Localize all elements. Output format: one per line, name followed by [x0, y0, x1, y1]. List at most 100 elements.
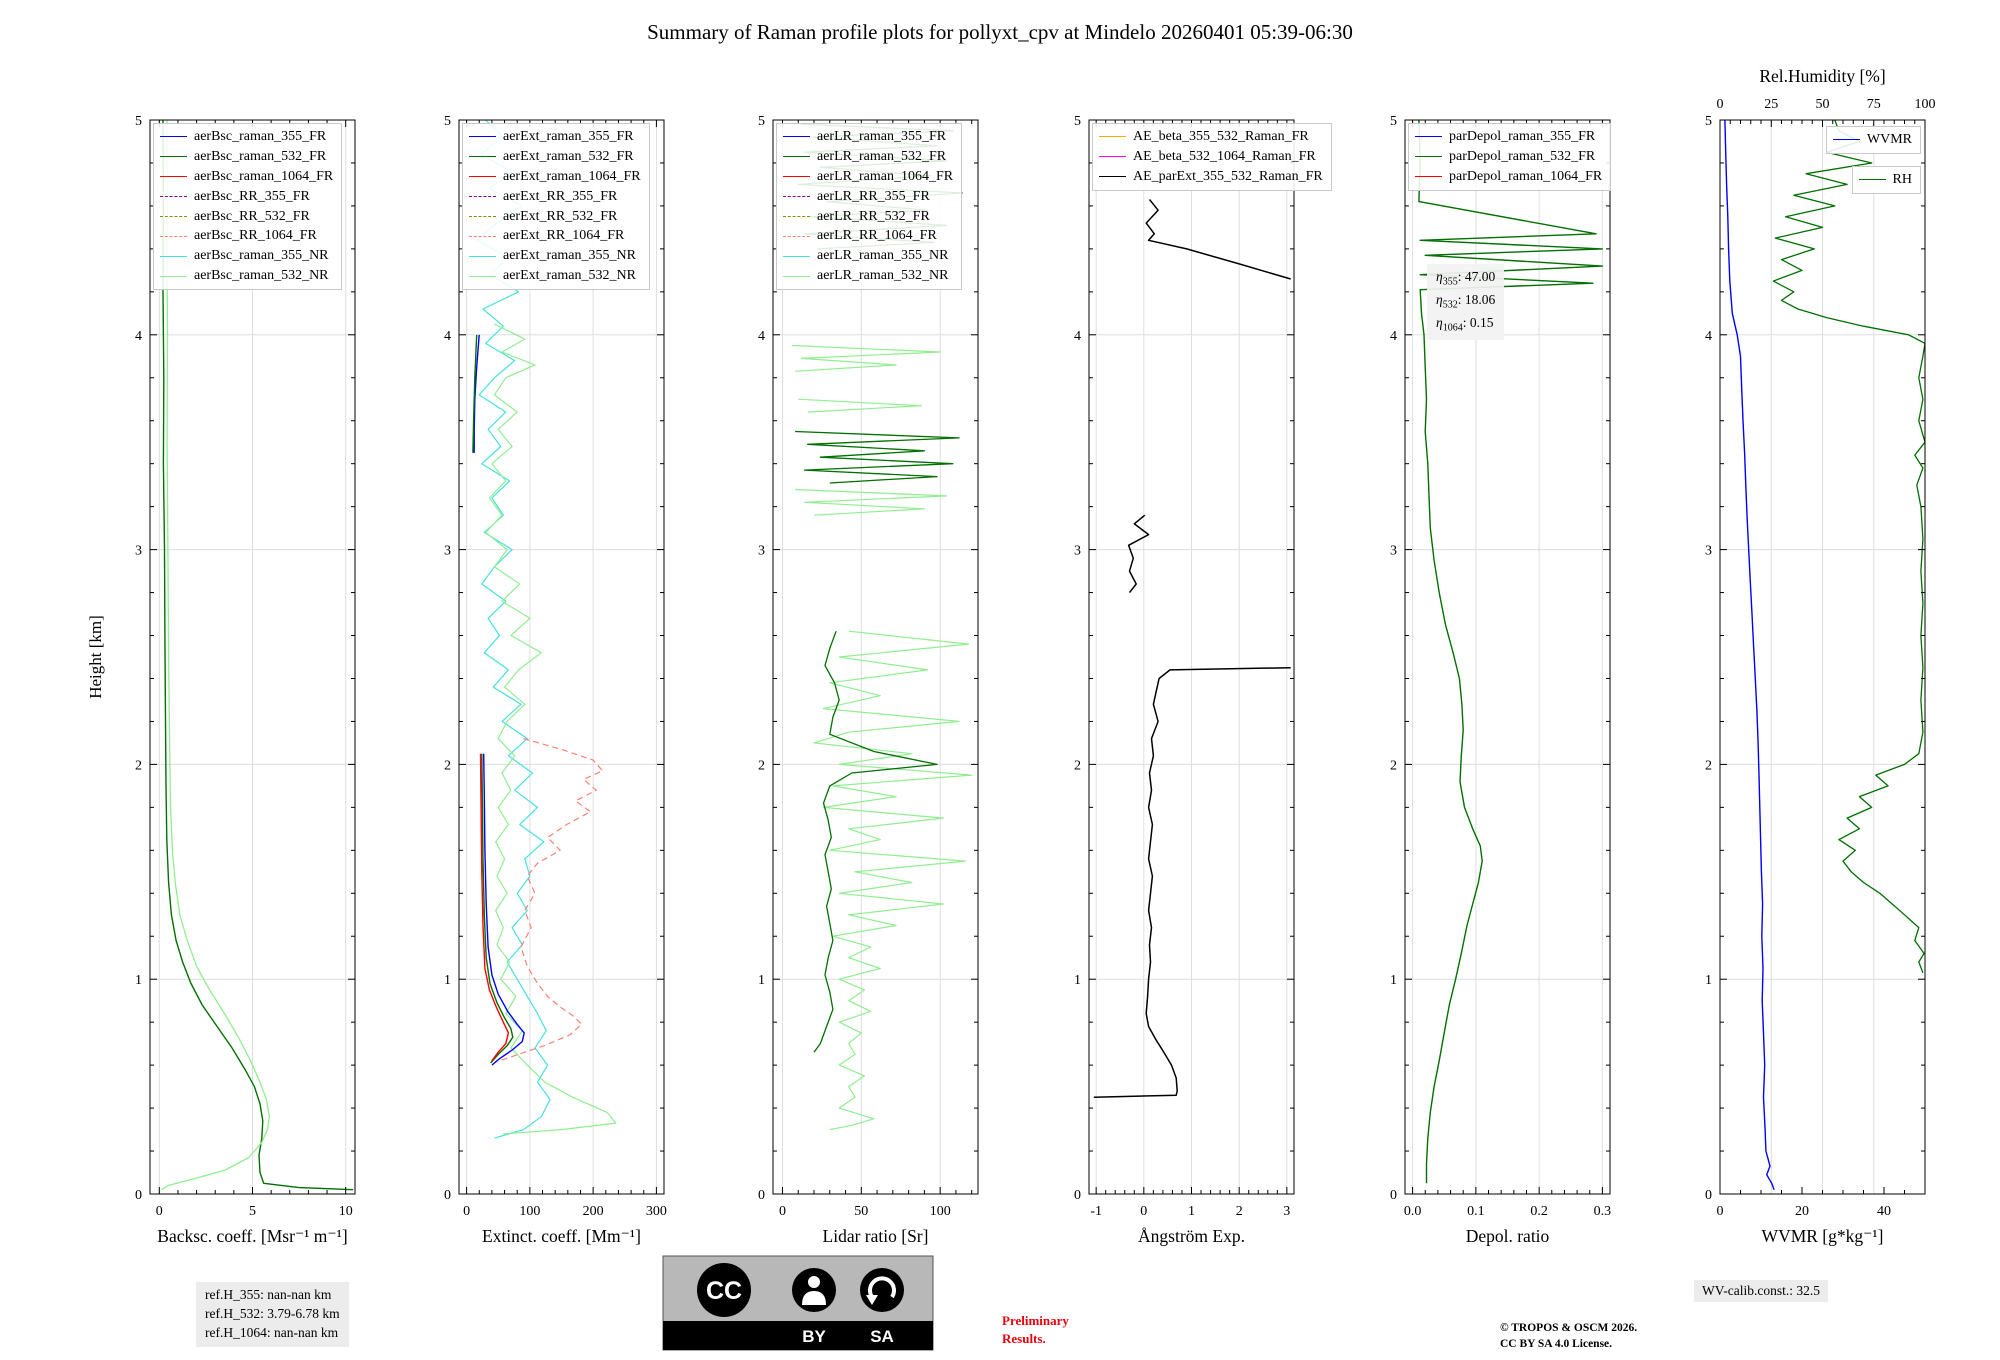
y-tick-label: 4: [758, 329, 765, 344]
legend-item: aerLR_RR_1064_FR: [783, 226, 953, 246]
series-aerExt_RR_1064_FR: [499, 738, 604, 1062]
legend: parDepol_raman_355_FR parDepol_raman_532_…: [1408, 123, 1612, 191]
legend-item: aerBsc_raman_532_NR: [160, 266, 333, 286]
plot-depol: 0.0 0.1 0.2 0.3 0 1 2 3 4 5 Depol. ratio: [1390, 114, 1612, 1246]
legend-item: aerExt_RR_1064_FR: [469, 226, 641, 246]
legend: RH: [1851, 166, 1921, 194]
legend-line-sample: [783, 156, 810, 158]
y-tick-label: 0: [1705, 1188, 1712, 1203]
series-AE_parExt_355_532_Raman_FR: [1093, 666, 1291, 1099]
legend-label: aerExt_raman_355_NR: [503, 248, 636, 264]
legend-item: aerBsc_RR_355_FR: [160, 187, 333, 207]
y-tick-label: 5: [1074, 114, 1081, 129]
panel-backscatter: 0 5 10 0 1 2 3 4 5 Backsc. coeff. [Msr⁻¹ m⁻¹] aerB…: [108, 58, 371, 1258]
x-tick-label: 0: [1717, 1204, 1724, 1219]
x-tick-label: 100: [930, 1204, 951, 1219]
series-aerLR_raman_532_NR: [795, 488, 948, 516]
legend-line-sample: [1099, 136, 1126, 138]
height-axis-label: Height [km]: [86, 615, 105, 699]
series-aerExt_raman_355_FR: [483, 753, 525, 1066]
preliminary-line1: Preliminary: [1002, 1313, 1069, 1328]
legend-label: aerBsc_raman_355_FR: [194, 129, 327, 144]
legend-item: aerExt_raman_532_NR: [469, 266, 641, 286]
series-aerLR_raman_532_FR: [795, 430, 960, 484]
x-tick-label: 0.2: [1530, 1204, 1548, 1219]
plot-backscatter: 0 5 10 0 1 2 3 4 5 Backsc. coeff. [Msr⁻¹ m⁻¹]: [135, 114, 356, 1246]
preliminary-results-note: Preliminary Results.: [1002, 1312, 1069, 1347]
y-tick-label: 2: [1074, 758, 1081, 773]
legend-label: aerExt_raman_1064_FR: [503, 168, 641, 184]
series-AE_parExt_355_532_Raman_FR: [1127, 514, 1150, 594]
legend-item: aerLR_raman_355_FR: [783, 127, 953, 147]
legend-line-sample: [1415, 136, 1442, 138]
legend-item: aerLR_raman_1064_FR: [783, 167, 953, 187]
x-tick-label: 0.1: [1467, 1204, 1485, 1219]
top-axis-label: Rel.Humidity [%]: [1759, 66, 1885, 86]
series-aerExt_raman_355_NR: [476, 120, 551, 1139]
legend-item: aerExt_raman_1064_FR: [469, 167, 641, 187]
y-tick-label: 1: [135, 973, 142, 988]
x-tick-label: 0.0: [1404, 1204, 1422, 1219]
cc-logo-icon: [697, 1263, 751, 1317]
legend-label: aerExt_raman_355_FR: [503, 129, 634, 144]
x-tick-label: 200: [583, 1204, 604, 1219]
series-aerExt_raman_532_NR: [484, 323, 617, 1135]
legend-label: RH: [1892, 172, 1912, 187]
x-tick-label: 0.3: [1594, 1204, 1612, 1219]
legend-item: aerExt_raman_355_NR: [469, 246, 641, 266]
cc-badge-bottom-strip: [663, 1321, 933, 1350]
legend-line-sample: [469, 215, 496, 217]
y-tick-label: 1: [1390, 973, 1397, 988]
top-tick-label: 75: [1867, 97, 1881, 112]
legend-label: aerBsc_RR_355_FR: [194, 188, 310, 204]
legend-line-sample: [783, 255, 810, 257]
legend-line-sample: [160, 235, 187, 237]
figure-title: Summary of Raman profile plots for polly…: [647, 20, 1353, 44]
y-tick-label: 3: [444, 544, 451, 559]
legend-label: AE_beta_532_1064_Raman_FR: [1133, 148, 1316, 164]
y-tick-label: 3: [758, 544, 765, 559]
x-tick-label: 0: [156, 1204, 163, 1219]
y-tick-label: 4: [1390, 329, 1397, 344]
y-tick-label: 0: [1390, 1188, 1397, 1203]
x-axis-label: WVMR [g*kg⁻¹]: [1762, 1226, 1884, 1246]
series-aerLR_raman_532_NR: [791, 344, 941, 372]
plot-angstroem: -1 0 1 2 3 0 1 2 3 4 5 Ångström Exp.: [1074, 114, 1295, 1246]
legend-label: aerBsc_raman_1064_FR: [194, 168, 334, 184]
legend-label: aerExt_raman_532_FR: [503, 148, 634, 164]
cc-badge-graphic: CC BY SA: [662, 1255, 934, 1351]
eta-value-line: η532: 18.06: [1436, 292, 1496, 311]
legend-item: aerLR_RR_355_FR: [783, 187, 953, 207]
legend-line-sample: [1099, 156, 1126, 158]
legend-label: aerLR_raman_532_FR: [817, 148, 947, 164]
depol-calibration-annotation: η355: 47.00 η532: 18.06 η1064: 0.15: [1427, 264, 1505, 340]
legend-label: parDepol_raman_355_FR: [1449, 129, 1596, 144]
copyright-note: © TROPOS & OSCM 2026. CC BY SA 4.0 Licen…: [1500, 1320, 1637, 1352]
cc-by-person-icon: [792, 1268, 836, 1312]
y-tick-label: 4: [444, 329, 451, 344]
copyright-line1: © TROPOS & OSCM 2026.: [1500, 1322, 1638, 1334]
y-tick-label: 1: [758, 973, 765, 988]
y-tick-label: 5: [135, 114, 142, 129]
y-tick-label: 5: [1390, 114, 1397, 129]
x-tick-label: 0: [779, 1204, 786, 1219]
x-tick-label: 100: [519, 1204, 540, 1219]
legend-line-sample: [469, 235, 496, 237]
legend-label: aerExt_raman_532_NR: [503, 268, 636, 284]
top-tick-label: 25: [1764, 97, 1778, 112]
series-aerExt_raman_532_FR: [472, 334, 478, 453]
legend-label: aerLR_raman_1064_FR: [817, 168, 954, 184]
legend-line-sample: [469, 275, 496, 277]
series-aerLR_raman_532_NR: [813, 630, 973, 1131]
x-tick-label: 5: [249, 1204, 256, 1219]
legend-line-sample: [1415, 156, 1442, 158]
legend-label: aerBsc_raman_532_FR: [194, 148, 327, 164]
legend-label: aerExt_RR_355_FR: [503, 188, 618, 204]
series-WVMR: [1724, 120, 1775, 1190]
series-aerExt_raman_532_FR: [481, 753, 514, 1064]
top-tick-label: 50: [1816, 97, 1830, 112]
legend: aerLR_raman_355_FR aerLR_raman_532_FR aerL…: [776, 123, 963, 290]
legend-item: aerBsc_raman_355_NR: [160, 246, 333, 266]
legend-label: aerExt_RR_532_FR: [503, 208, 618, 224]
series-parDepol_raman_532_FR: [1418, 120, 1604, 1184]
